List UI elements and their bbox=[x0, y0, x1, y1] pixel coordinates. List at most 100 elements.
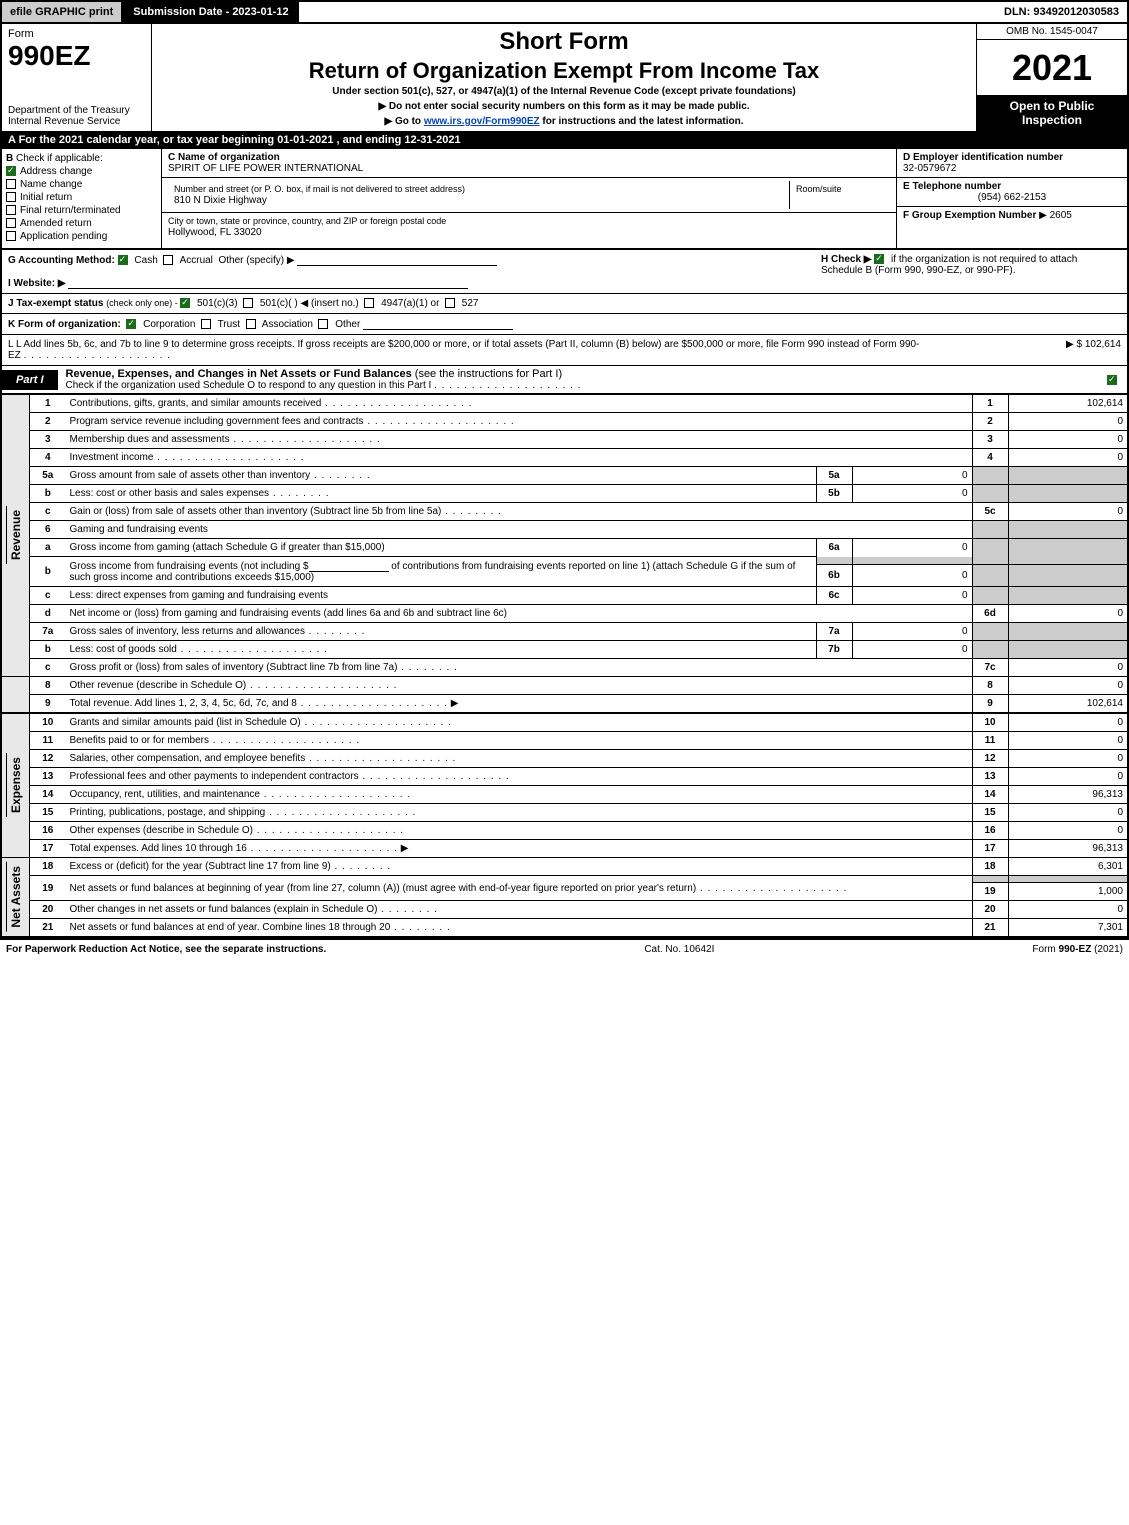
chk-label: Amended return bbox=[20, 218, 92, 229]
line-amount: 102,614 bbox=[1008, 695, 1128, 713]
footer-cat: Cat. No. 10642I bbox=[644, 944, 714, 955]
header-left: Form 990EZ Department of the Treasury In… bbox=[2, 24, 152, 131]
line-no: c bbox=[30, 503, 66, 521]
line-ref: 12 bbox=[972, 750, 1008, 768]
check-icon[interactable] bbox=[246, 319, 256, 329]
chk-initial-return[interactable]: Initial return bbox=[6, 192, 157, 203]
check-icon[interactable] bbox=[364, 298, 374, 308]
line-desc: Gaming and fundraising events bbox=[66, 521, 973, 539]
chk-label: Name change bbox=[20, 179, 82, 190]
line-amount: 96,313 bbox=[1008, 786, 1128, 804]
line-desc: Printing, publications, postage, and shi… bbox=[66, 804, 973, 822]
instr2-pre: ▶ Go to bbox=[384, 116, 423, 127]
instruction-2: ▶ Go to www.irs.gov/Form990EZ for instru… bbox=[158, 116, 970, 127]
line-ref: 7c bbox=[972, 659, 1008, 677]
line-ref: 4 bbox=[972, 449, 1008, 467]
line-desc: Salaries, other compensation, and employ… bbox=[66, 750, 973, 768]
line-ref: 19 bbox=[972, 883, 1008, 901]
check-icon bbox=[6, 205, 16, 215]
check-icon[interactable] bbox=[445, 298, 455, 308]
line-amount: 0 bbox=[1008, 431, 1128, 449]
sub-amount: 0 bbox=[852, 485, 972, 503]
line-no: 8 bbox=[30, 677, 66, 695]
check-icon[interactable] bbox=[201, 319, 211, 329]
grey-cell bbox=[1008, 564, 1128, 586]
grey-cell bbox=[1008, 539, 1128, 557]
line-amount: 0 bbox=[1008, 659, 1128, 677]
return-title: Return of Organization Exempt From Incom… bbox=[158, 58, 970, 84]
line-amount: 0 bbox=[1008, 750, 1128, 768]
line-desc: Gross income from gaming (attach Schedul… bbox=[66, 539, 817, 557]
chk-final-return[interactable]: Final return/terminated bbox=[6, 205, 157, 216]
line-amount: 96,313 bbox=[1008, 840, 1128, 858]
website-input[interactable] bbox=[68, 277, 468, 289]
chk-name-change[interactable]: Name change bbox=[6, 179, 157, 190]
line-ref: 18 bbox=[972, 858, 1008, 876]
grey-cell bbox=[972, 564, 1008, 586]
expenses-side-label: Expenses bbox=[6, 753, 25, 817]
k-trust: Trust bbox=[218, 319, 240, 330]
k-label: K Form of organization: bbox=[8, 319, 121, 330]
part1-checkbox[interactable] bbox=[1107, 374, 1127, 386]
part1-paren: (see the instructions for Part I) bbox=[415, 368, 562, 380]
line-amount: 6,301 bbox=[1008, 858, 1128, 876]
line-no: 7a bbox=[30, 623, 66, 641]
section-j: J Tax-exempt status (check only one) - 5… bbox=[0, 293, 1129, 313]
k-other-input[interactable] bbox=[363, 318, 513, 330]
j-label: J Tax-exempt status bbox=[8, 298, 106, 309]
top-bar: efile GRAPHIC print Submission Date - 20… bbox=[0, 0, 1129, 24]
grey-cell bbox=[1008, 587, 1128, 605]
chk-pending[interactable]: Application pending bbox=[6, 231, 157, 242]
line-ref: 1 bbox=[972, 395, 1008, 413]
line-no: 17 bbox=[30, 840, 66, 858]
check-icon[interactable] bbox=[874, 254, 884, 264]
org-name-row: C Name of organization SPIRIT OF LIFE PO… bbox=[162, 149, 896, 178]
phone: (954) 662-2153 bbox=[903, 192, 1121, 203]
street: 810 N Dixie Highway bbox=[174, 195, 267, 206]
line-amount: 0 bbox=[1008, 605, 1128, 623]
k-assoc: Association bbox=[262, 319, 313, 330]
check-icon[interactable] bbox=[163, 255, 173, 265]
g-other-input[interactable] bbox=[297, 254, 497, 266]
city-row: City or town, state or province, country… bbox=[162, 213, 896, 241]
line-desc: Net income or (loss) from gaming and fun… bbox=[66, 605, 973, 623]
b-text: Check if applicable: bbox=[16, 153, 103, 164]
grey-cell bbox=[972, 467, 1008, 485]
grey-cell bbox=[972, 623, 1008, 641]
line-amount: 102,614 bbox=[1008, 395, 1128, 413]
efile-print-button[interactable]: efile GRAPHIC print bbox=[2, 2, 123, 22]
chk-address-change[interactable]: Address change bbox=[6, 166, 157, 177]
check-icon[interactable] bbox=[243, 298, 253, 308]
line-ref: 6d bbox=[972, 605, 1008, 623]
line-ref: 10 bbox=[972, 713, 1008, 732]
group-exemption-row: F Group Exemption Number ▶ 2605 bbox=[897, 207, 1127, 224]
part1-title-text: Revenue, Expenses, and Changes in Net As… bbox=[66, 368, 412, 380]
grey-cell bbox=[972, 521, 1008, 539]
check-icon bbox=[1107, 375, 1117, 385]
line-no: b bbox=[30, 557, 66, 587]
revenue-side-label: Revenue bbox=[6, 506, 25, 564]
grey-cell bbox=[1008, 623, 1128, 641]
grey-cell bbox=[852, 557, 972, 565]
g-block: G Accounting Method: Cash Accrual Other … bbox=[8, 254, 497, 289]
e-label: E Telephone number bbox=[903, 181, 1001, 192]
check-icon[interactable] bbox=[318, 319, 328, 329]
chk-amended[interactable]: Amended return bbox=[6, 218, 157, 229]
department: Department of the Treasury Internal Reve… bbox=[8, 105, 145, 127]
line-desc: Gross profit or (loss) from sales of inv… bbox=[66, 659, 973, 677]
grey-cell bbox=[816, 557, 852, 565]
line-desc: Benefits paid to or for members bbox=[66, 732, 973, 750]
line-desc: Gross amount from sale of assets other t… bbox=[66, 467, 817, 485]
org-name: SPIRIT OF LIFE POWER INTERNATIONAL bbox=[168, 163, 363, 174]
check-icon bbox=[6, 192, 16, 202]
line-no: 1 bbox=[30, 395, 66, 413]
check-icon[interactable] bbox=[180, 298, 190, 308]
sub-amount: 0 bbox=[852, 623, 972, 641]
irs-link[interactable]: www.irs.gov/Form990EZ bbox=[424, 116, 540, 127]
check-icon[interactable] bbox=[118, 255, 128, 265]
check-icon[interactable] bbox=[126, 319, 136, 329]
tax-year: 2021 bbox=[977, 40, 1127, 95]
g-cash: Cash bbox=[134, 255, 157, 266]
line-no: c bbox=[30, 587, 66, 605]
line-ref: 13 bbox=[972, 768, 1008, 786]
